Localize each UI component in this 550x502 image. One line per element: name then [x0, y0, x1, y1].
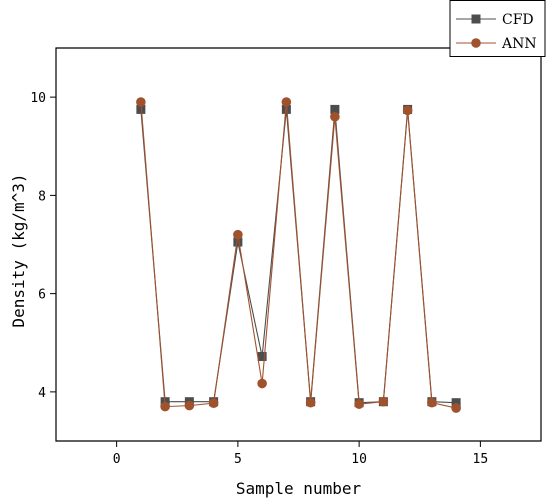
- series-line-ann: [140, 101, 457, 409]
- y-tick-label: 10: [30, 91, 46, 106]
- legend: CFD ANN: [449, 0, 546, 57]
- data-point-cfd: [233, 237, 243, 247]
- plot-frame: [55, 47, 542, 442]
- data-point-cfd: [330, 104, 340, 114]
- data-point-ann: [378, 396, 389, 407]
- data-point-ann: [354, 399, 364, 409]
- legend-box: [449, 0, 546, 57]
- y-axis-title: Density (kg/m^3): [9, 173, 28, 327]
- data-point-ann: [136, 97, 146, 107]
- data-point-ann: [305, 397, 316, 408]
- data-point-ann: [427, 397, 437, 408]
- data-point-ann: [257, 378, 267, 389]
- legend-label-ann: ANN: [501, 36, 537, 52]
- x-tick-label: 15: [473, 452, 489, 467]
- data-point-cfd: [257, 352, 267, 362]
- legend-marker-ann: [471, 38, 481, 48]
- data-point-cfd: [136, 104, 146, 114]
- data-point-ann: [160, 401, 170, 412]
- series-layer: [136, 97, 461, 413]
- data-point-cfd: [451, 398, 461, 408]
- data-point-ann: [402, 105, 413, 116]
- x-tick-label: 0: [113, 452, 121, 467]
- data-point-cfd: [281, 104, 291, 114]
- legend-label-cfd: CFD: [502, 12, 534, 28]
- data-point-ann: [208, 398, 219, 408]
- data-point-ann: [184, 400, 195, 411]
- x-tick-label: 5: [234, 452, 242, 467]
- axes: 0 5 10 15 4 6 8 10: [30, 47, 542, 467]
- x-axis-title: Sample number: [236, 479, 362, 498]
- data-point-ann: [330, 111, 340, 122]
- legend-marker-cfd: [471, 14, 481, 24]
- data-point-ann: [281, 97, 292, 107]
- y-tick-label: 6: [38, 288, 46, 303]
- data-point-ann: [451, 403, 461, 413]
- y-tick-label: 8: [38, 189, 46, 204]
- x-tick-label: 10: [351, 452, 367, 467]
- data-point-ann: [233, 229, 243, 240]
- y-tick-label: 4: [38, 386, 46, 401]
